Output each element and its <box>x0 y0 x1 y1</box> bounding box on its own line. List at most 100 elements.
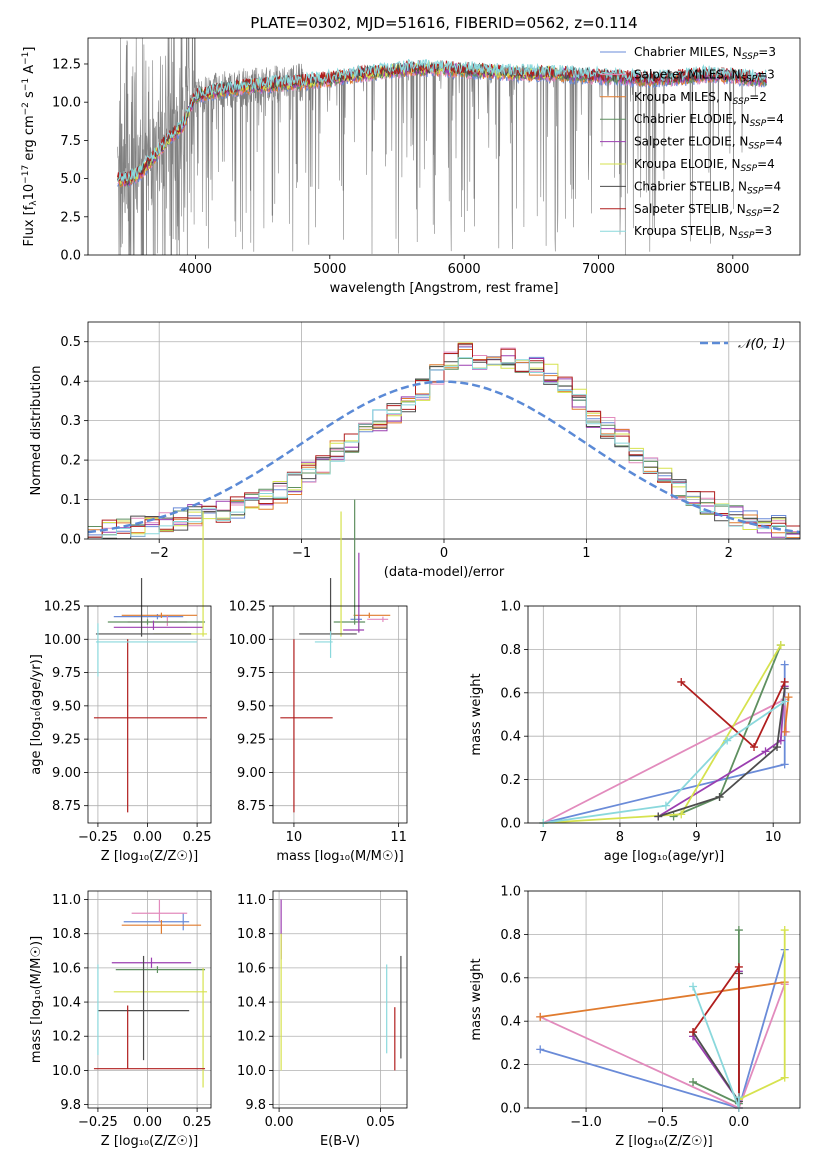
x-tick-label: 0 <box>440 546 448 561</box>
legend-text: Kroupa ELODIE, N <box>634 157 741 171</box>
weight-marker-kroupa_elodie <box>776 641 785 650</box>
y-axis-label-part: −2 <box>21 102 31 115</box>
histogram-kroupa_stelib <box>88 357 800 539</box>
y-axis-label-part: Flux [f <box>22 205 37 246</box>
y-tick-label: 0.2 <box>500 773 521 788</box>
x-tick-label: −2 <box>150 546 169 561</box>
y-tick-label: 10.6 <box>237 961 266 976</box>
y-tick-label: 0.1 <box>60 493 81 508</box>
legend-sub: SSP <box>746 209 763 219</box>
x-tick-label: −1 <box>292 546 311 561</box>
x-tick-label: 0.00 <box>133 830 162 845</box>
y-axis-label-part: ] <box>22 47 37 52</box>
legend-tail: =2 <box>749 90 767 104</box>
y-tick-label: 10.0 <box>52 96 81 111</box>
histogram-plot <box>88 342 800 539</box>
y-tick-label: 11.0 <box>52 893 81 908</box>
legend-label-chabrier_stelib: Chabrier STELIB, NSSP=4 <box>634 179 781 196</box>
legend-tail: =3 <box>757 67 775 81</box>
x-axis-label: Z [log₁₀(Z/Z☉)] <box>101 849 198 864</box>
weight-marker-kroupa_elodie <box>677 810 686 819</box>
weight-line-kroupa_elodie <box>738 930 786 1101</box>
weight-marker-chabrier_miles <box>536 1045 545 1054</box>
weight-marker-chabrier_elodie <box>734 926 743 935</box>
weight-marker-salpeter_stelib <box>734 962 743 971</box>
weight-marker-kroupa_miles <box>784 693 793 702</box>
axes-frame <box>527 605 801 824</box>
y-tick-label: 1.0 <box>500 885 521 900</box>
y-tick-label: 0.8 <box>500 928 521 943</box>
y-axis-label-part: erg cm <box>22 115 37 164</box>
y-axis-label: Flux [fλ10−17 erg cm−2 s−1 A−1] <box>21 47 39 247</box>
y-tick-label: 10.2 <box>52 1030 81 1045</box>
x-tick-label: 9 <box>692 830 700 845</box>
y-tick-label: 0.6 <box>500 686 521 701</box>
weight-marker-kroupa_stelib <box>723 736 732 745</box>
y-tick-label: 0.4 <box>500 730 521 745</box>
legend-label-salpeter_miles: Salpeter MILES, NSSP=3 <box>634 67 775 84</box>
normal-curve <box>88 380 800 534</box>
y-tick-label: 10.4 <box>237 996 266 1011</box>
y-axis-label: mass weight <box>469 673 484 755</box>
x-tick-label: 0.25 <box>183 830 212 845</box>
legend-sub: SSP <box>748 142 765 152</box>
weight-marker-kroupa_stelib <box>689 982 698 991</box>
y-tick-label: 9.8 <box>245 1098 266 1113</box>
legend-label-kroupa_miles: Kroupa MILES, NSSP=2 <box>634 90 767 107</box>
legend-text: Chabrier STELIB, N <box>634 179 747 193</box>
x-tick-label: 4000 <box>179 262 212 277</box>
legend-label-kroupa_stelib: Kroupa STELIB, NSSP=3 <box>634 224 772 241</box>
weight-marker-salpeter_stelib <box>750 743 759 752</box>
legend-label-salpeter_stelib: Salpeter STELIB, NSSP=2 <box>634 202 780 219</box>
weight-marker-chabrier_elodie <box>689 1077 698 1086</box>
weight-line-chabrier_elodie <box>692 930 740 1106</box>
y-tick-label: 9.75 <box>52 666 81 681</box>
legend-text: Kroupa MILES, N <box>634 90 733 104</box>
y-axis-label: age [log₁₀(age/yr)] <box>29 654 44 775</box>
x-tick-label: 7 <box>539 830 547 845</box>
weight-marker-kroupa_elodie <box>780 926 789 935</box>
legend-label-normal: 𝒩(0, 1) <box>738 337 785 352</box>
legend-label-chabrier_miles: Chabrier MILES, NSSP=3 <box>634 45 776 62</box>
y-tick-label: 10.25 <box>229 600 266 615</box>
legend-text: Salpeter ELODIE, N <box>634 135 748 149</box>
y-axis-label-part: −1 <box>21 78 31 91</box>
x-axis-label: wavelength [Angstrom, rest frame] <box>330 281 559 296</box>
weight-marker-kroupa_stelib <box>780 697 789 706</box>
legend-label-kroupa_elodie: Kroupa ELODIE, NSSP=4 <box>634 157 775 174</box>
y-tick-label: 10.8 <box>237 927 266 942</box>
legend-sub: SSP <box>738 231 755 241</box>
legend-tail: =3 <box>758 45 776 59</box>
x-tick-label: 11 <box>390 830 407 845</box>
weight-marker-kroupa_elodie <box>780 1073 789 1082</box>
x-tick-label: −0.25 <box>78 830 118 845</box>
weight-marker-kroupa_stelib <box>661 801 670 810</box>
y-tick-label: 9.75 <box>237 666 266 681</box>
y-tick-label: 10.2 <box>237 1030 266 1045</box>
x-tick-label: 1 <box>582 546 590 561</box>
y-tick-label: 9.00 <box>52 766 81 781</box>
legend-text: Chabrier MILES, N <box>634 45 742 59</box>
x-axis-label: (data-model)/error <box>384 565 505 580</box>
weight-marker-salpeter_elodie <box>761 747 770 756</box>
x-tick-label: 0.0 <box>729 1115 750 1130</box>
legend-sub: SSP <box>741 74 758 84</box>
legend-label-chabrier_elodie: Chabrier ELODIE, NSSP=4 <box>634 112 784 129</box>
weight-line-salpeter_elodie <box>692 971 740 1105</box>
x-axis-label: age [log₁₀(age/yr)] <box>604 849 725 864</box>
x-axis-label: mass [log₁₀(M/M☉)] <box>276 849 403 864</box>
legend-text: Salpeter MILES, N <box>634 67 741 81</box>
y-tick-label: 9.50 <box>237 699 266 714</box>
axes-frame <box>272 890 408 1109</box>
x-tick-label: 7000 <box>582 262 615 277</box>
legend-tail: =3 <box>754 224 772 238</box>
y-tick-label: 12.5 <box>52 57 81 72</box>
y-axis-label-part: 10 <box>22 184 37 201</box>
legend-text: Salpeter STELIB, N <box>634 202 746 216</box>
axes-frame <box>87 321 801 540</box>
legend-sub: SSP <box>742 52 759 62</box>
model-line-kroupa_stelib <box>117 58 767 182</box>
x-tick-label: 0.00 <box>133 1115 162 1130</box>
x-tick-label: 5000 <box>313 262 346 277</box>
